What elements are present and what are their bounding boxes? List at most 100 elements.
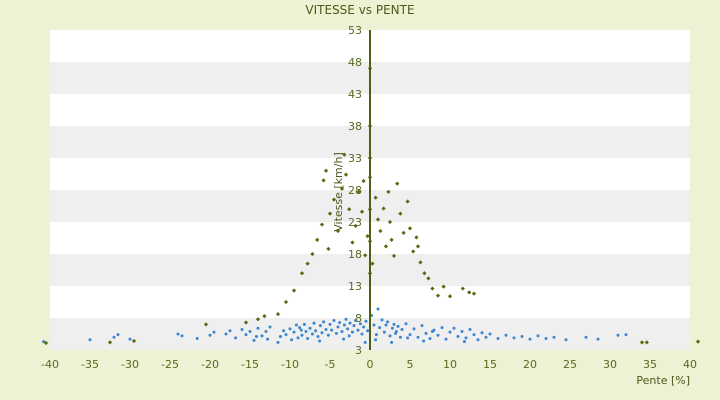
x-tick-label: -40 bbox=[41, 358, 59, 371]
data-point bbox=[447, 294, 453, 299]
data-point bbox=[596, 337, 600, 341]
data-point bbox=[476, 338, 480, 342]
data-point bbox=[520, 335, 524, 339]
data-point bbox=[290, 338, 294, 342]
data-point bbox=[488, 332, 492, 336]
data-point bbox=[426, 276, 431, 281]
data-point bbox=[404, 322, 408, 326]
data-point bbox=[396, 324, 400, 328]
data-point bbox=[356, 328, 360, 332]
data-point bbox=[412, 327, 416, 331]
data-point bbox=[372, 323, 376, 327]
data-point bbox=[366, 329, 370, 333]
y-tick-label: 38 bbox=[348, 120, 362, 133]
data-point bbox=[306, 336, 310, 340]
y-tick-label: 43 bbox=[348, 88, 362, 101]
data-point bbox=[195, 336, 199, 340]
data-point bbox=[298, 326, 302, 330]
data-point bbox=[428, 336, 432, 340]
data-point bbox=[456, 335, 460, 339]
data-point bbox=[340, 329, 344, 333]
x-tick-label: -20 bbox=[201, 358, 219, 371]
data-point bbox=[299, 328, 303, 332]
y-axis-title: Vitesse [km/h] bbox=[332, 152, 345, 232]
data-point bbox=[347, 207, 352, 212]
data-point bbox=[128, 337, 132, 341]
data-point bbox=[283, 299, 289, 305]
data-point bbox=[616, 333, 620, 337]
data-point bbox=[536, 334, 540, 338]
data-point bbox=[374, 338, 378, 342]
x-tick-label: 35 bbox=[643, 358, 657, 371]
x-tick-label: 10 bbox=[443, 358, 457, 371]
data-point bbox=[374, 333, 378, 337]
data-point bbox=[255, 317, 261, 322]
data-point bbox=[116, 333, 120, 337]
data-point bbox=[407, 226, 413, 231]
data-point bbox=[343, 172, 349, 177]
y-tick-label: 8 bbox=[355, 312, 362, 325]
data-point bbox=[472, 333, 476, 337]
data-point bbox=[319, 222, 325, 227]
data-point bbox=[464, 336, 468, 340]
data-point bbox=[359, 209, 365, 214]
data-point bbox=[344, 317, 348, 321]
data-point bbox=[420, 324, 424, 328]
data-point bbox=[315, 237, 320, 243]
data-point bbox=[364, 319, 368, 323]
data-point bbox=[305, 261, 310, 266]
data-point bbox=[395, 181, 400, 186]
data-point bbox=[362, 325, 366, 329]
data-point bbox=[528, 337, 532, 341]
data-point bbox=[342, 337, 346, 341]
data-point bbox=[471, 291, 477, 296]
x-tick-label: 5 bbox=[407, 358, 414, 371]
y-tick-label: 48 bbox=[348, 56, 362, 69]
data-point bbox=[352, 324, 356, 328]
data-point bbox=[88, 338, 92, 342]
data-point bbox=[348, 321, 352, 325]
data-point bbox=[424, 331, 428, 335]
data-point bbox=[334, 331, 338, 335]
data-point bbox=[440, 326, 444, 330]
data-point bbox=[336, 325, 340, 329]
data-point bbox=[318, 339, 322, 343]
data-point bbox=[452, 326, 456, 330]
data-point bbox=[208, 333, 212, 337]
data-point bbox=[400, 328, 404, 332]
data-point bbox=[356, 189, 361, 195]
data-point bbox=[312, 321, 316, 325]
data-point bbox=[234, 336, 238, 340]
data-point bbox=[318, 324, 322, 328]
data-point bbox=[248, 329, 252, 333]
data-point bbox=[373, 195, 378, 200]
data-point bbox=[584, 335, 588, 339]
data-point bbox=[468, 328, 472, 332]
data-point bbox=[381, 206, 386, 211]
data-point bbox=[353, 223, 358, 228]
data-point bbox=[639, 340, 645, 345]
data-point bbox=[408, 333, 412, 337]
data-point bbox=[316, 335, 320, 339]
x-axis-title: Pente [%] bbox=[636, 374, 690, 387]
data-point bbox=[350, 240, 355, 245]
data-point bbox=[386, 189, 391, 195]
data-point bbox=[363, 253, 368, 258]
y-tick-label: 18 bbox=[348, 248, 362, 261]
data-point bbox=[282, 329, 286, 333]
y-tick-label: 28 bbox=[348, 184, 362, 197]
data-point bbox=[338, 320, 342, 324]
data-point bbox=[112, 335, 116, 339]
data-point bbox=[378, 326, 382, 330]
data-point bbox=[342, 323, 346, 327]
data-point bbox=[302, 322, 306, 326]
data-point bbox=[131, 338, 137, 344]
data-point bbox=[276, 340, 280, 344]
data-point bbox=[462, 340, 466, 344]
data-point bbox=[228, 329, 232, 333]
data-point bbox=[266, 337, 270, 341]
data-point bbox=[378, 228, 383, 234]
data-point bbox=[358, 322, 362, 326]
x-tick-label: 0 bbox=[367, 358, 374, 371]
